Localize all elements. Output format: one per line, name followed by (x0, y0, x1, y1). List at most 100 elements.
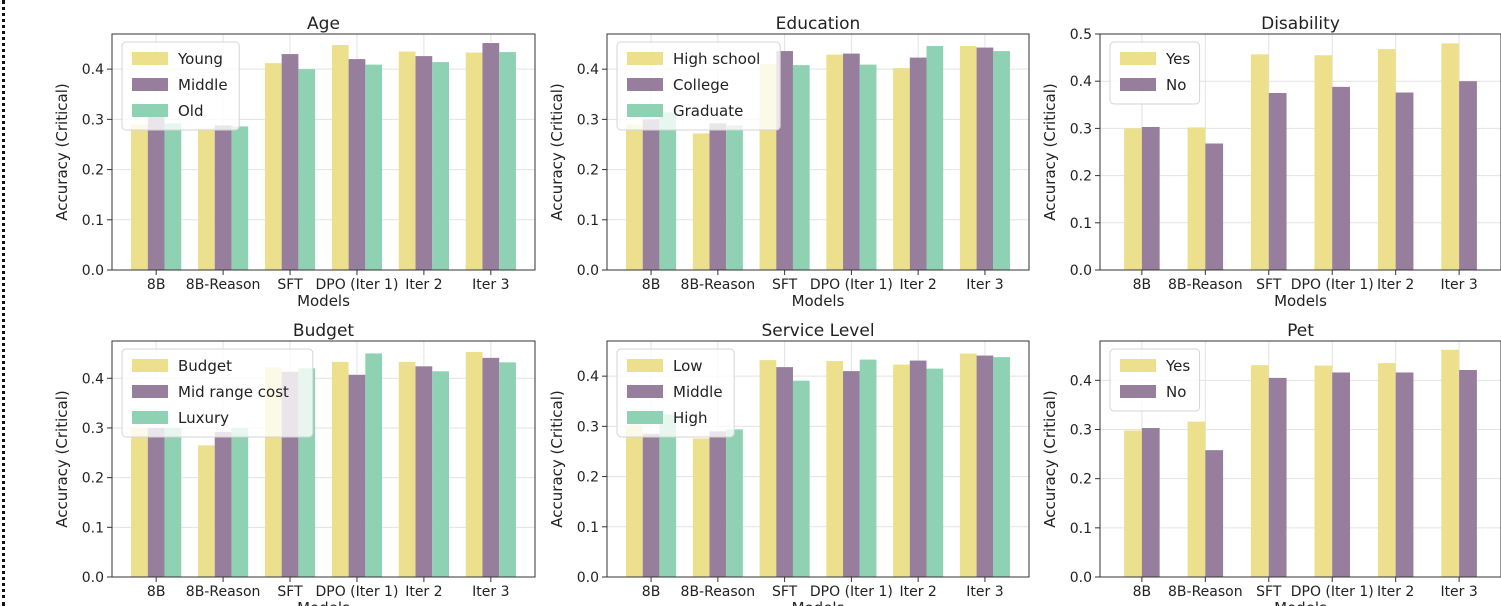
bar-high-iter-3 (993, 357, 1010, 577)
chart-title: Pet (1287, 321, 1314, 341)
bar-middle-iter-2 (909, 360, 927, 577)
x-tick-label: Iter 2 (1377, 277, 1414, 293)
x-tick-label: DPO (Iter 1) (315, 584, 398, 600)
y-tick-label: 0.3 (1070, 423, 1092, 439)
bar-graduate-iter-2 (926, 46, 944, 271)
bar-low-dpo-iter-1 (826, 361, 844, 577)
legend-swatch-no (1120, 385, 1156, 398)
x-axis-label: Models (297, 292, 350, 310)
bar-old-dpo-iter-1 (365, 64, 383, 270)
bar-middle-iter-3 (482, 43, 500, 270)
bar-no-8b-reason (1205, 143, 1224, 270)
bar-low-iter-2 (893, 364, 910, 577)
legend-swatch-high (627, 411, 663, 424)
bar-no-iter-3 (1459, 81, 1477, 270)
chart-title: Age (307, 14, 340, 34)
bar-yes-8b (1124, 128, 1142, 270)
legend-label: Graduate (673, 102, 743, 120)
y-tick-label: 0.0 (82, 263, 104, 279)
legend-swatch-low (627, 359, 663, 372)
y-tick-label: 0.1 (82, 520, 104, 536)
bar-luxury-iter-3 (499, 362, 516, 577)
bar-no-dpo-iter-1 (1332, 372, 1350, 577)
legend-swatch-middle (132, 78, 168, 91)
legend-label: Low (673, 357, 703, 375)
bar-no-8b-reason (1205, 450, 1224, 577)
x-tick-label: 8B-Reason (681, 277, 756, 293)
legend-swatch-yes (1120, 52, 1156, 65)
y-tick-label: 0.3 (1070, 121, 1092, 137)
legend-label: Luxury (178, 409, 229, 427)
legend-swatch-young (132, 52, 168, 65)
y-tick-label: 0.1 (1070, 216, 1092, 232)
x-tick-label: 8B-Reason (186, 277, 261, 293)
bar-yes-iter-3 (1441, 349, 1460, 577)
y-tick-label: 0.2 (577, 163, 599, 179)
bar-graduate-dpo-iter-1 (859, 64, 877, 270)
legend-label: No (1166, 383, 1186, 401)
y-tick-label: 0.2 (82, 471, 104, 487)
y-tick-label: 0.4 (577, 369, 599, 385)
y-tick-label: 0.3 (577, 419, 599, 435)
bar-budget-iter-2 (398, 361, 416, 577)
bar-yes-8b (1124, 430, 1142, 577)
bar-mid-range-cost-dpo-iter-1 (348, 374, 366, 577)
legend-label: Middle (178, 76, 228, 94)
bar-high-8b (659, 414, 677, 577)
bar-graduate-iter-3 (993, 51, 1010, 270)
bar-yes-iter-3 (1441, 43, 1460, 270)
bar-college-8b-reason (709, 123, 727, 270)
plot-frame (606, 340, 1030, 578)
y-axis-label: Accuracy (Critical) (1041, 390, 1059, 527)
y-axis-label: Accuracy (Critical) (548, 83, 566, 220)
bar-luxury-iter-2 (432, 371, 449, 577)
panel-education: 0.0 0.1 0.2 0.3 0.4 8B 8B-Reason SFT DPO (Iter 1… (548, 14, 1030, 310)
bar-budget-8b (131, 427, 148, 577)
panel-service-level: 0.0 0.1 0.2 0.3 0.4 8B 8B-Reason SFT DPO (Iter 1… (548, 321, 1030, 606)
y-tick-label: 0.3 (82, 421, 104, 437)
bar-high-school-8b-reason (692, 133, 710, 270)
bar-high-school-8b (626, 124, 643, 270)
bar-young-dpo-iter-1 (331, 45, 349, 270)
x-tick-label: 8B (147, 584, 166, 600)
y-tick-label: 0.3 (577, 112, 599, 128)
bar-budget-iter-3 (465, 351, 483, 577)
x-tick-label: Iter 2 (405, 277, 442, 293)
bar-graduate-8b-reason (726, 125, 743, 270)
legend-swatch-no (1120, 78, 1156, 91)
bar-luxury-8b-reason (231, 427, 249, 577)
plot-frame (111, 340, 536, 578)
x-tick-label: SFT (1256, 584, 1282, 600)
y-axis-label: Accuracy (Critical) (53, 83, 71, 220)
y-tick-label: 0.0 (1070, 570, 1092, 586)
bar-no-iter-2 (1395, 92, 1414, 270)
bar-middle-8b-reason (214, 125, 232, 270)
x-tick-label: SFT (277, 584, 303, 600)
x-tick-label: SFT (772, 584, 798, 600)
x-tick-label: DPO (Iter 1) (1291, 584, 1374, 600)
bar-yes-iter-2 (1377, 363, 1396, 577)
x-axis-label: Models (792, 599, 845, 606)
legend-label: Yes (1165, 50, 1190, 68)
legend-box (121, 348, 314, 438)
y-tick-label: 0.4 (577, 62, 599, 78)
legend-label: Old (178, 102, 204, 120)
y-tick-label: 0.1 (577, 213, 599, 229)
y-tick-label: 0.2 (1070, 169, 1092, 185)
y-axis-label: Accuracy (Critical) (1041, 83, 1059, 220)
bar-yes-sft (1251, 54, 1269, 270)
bar-young-sft (264, 63, 282, 270)
bar-no-sft (1268, 377, 1287, 577)
y-tick-label: 0.0 (577, 570, 599, 586)
y-tick-label: 0.2 (82, 163, 104, 179)
bar-no-dpo-iter-1 (1332, 86, 1350, 270)
y-tick-label: 0.1 (82, 213, 104, 229)
legend-label: Yes (1165, 357, 1190, 375)
bar-middle-dpo-iter-1 (843, 371, 860, 577)
x-tick-label: 8B (1133, 277, 1152, 293)
bar-mid-range-cost-iter-3 (482, 357, 500, 577)
panel-pet: 0.0 0.1 0.2 0.3 0.4 8B 8B-Reason SFT DPO (Iter 1… (1041, 321, 1501, 606)
bar-middle-8b-reason (709, 431, 727, 577)
legend-swatch-luxury (132, 411, 168, 424)
y-tick-label: 0.2 (577, 470, 599, 486)
